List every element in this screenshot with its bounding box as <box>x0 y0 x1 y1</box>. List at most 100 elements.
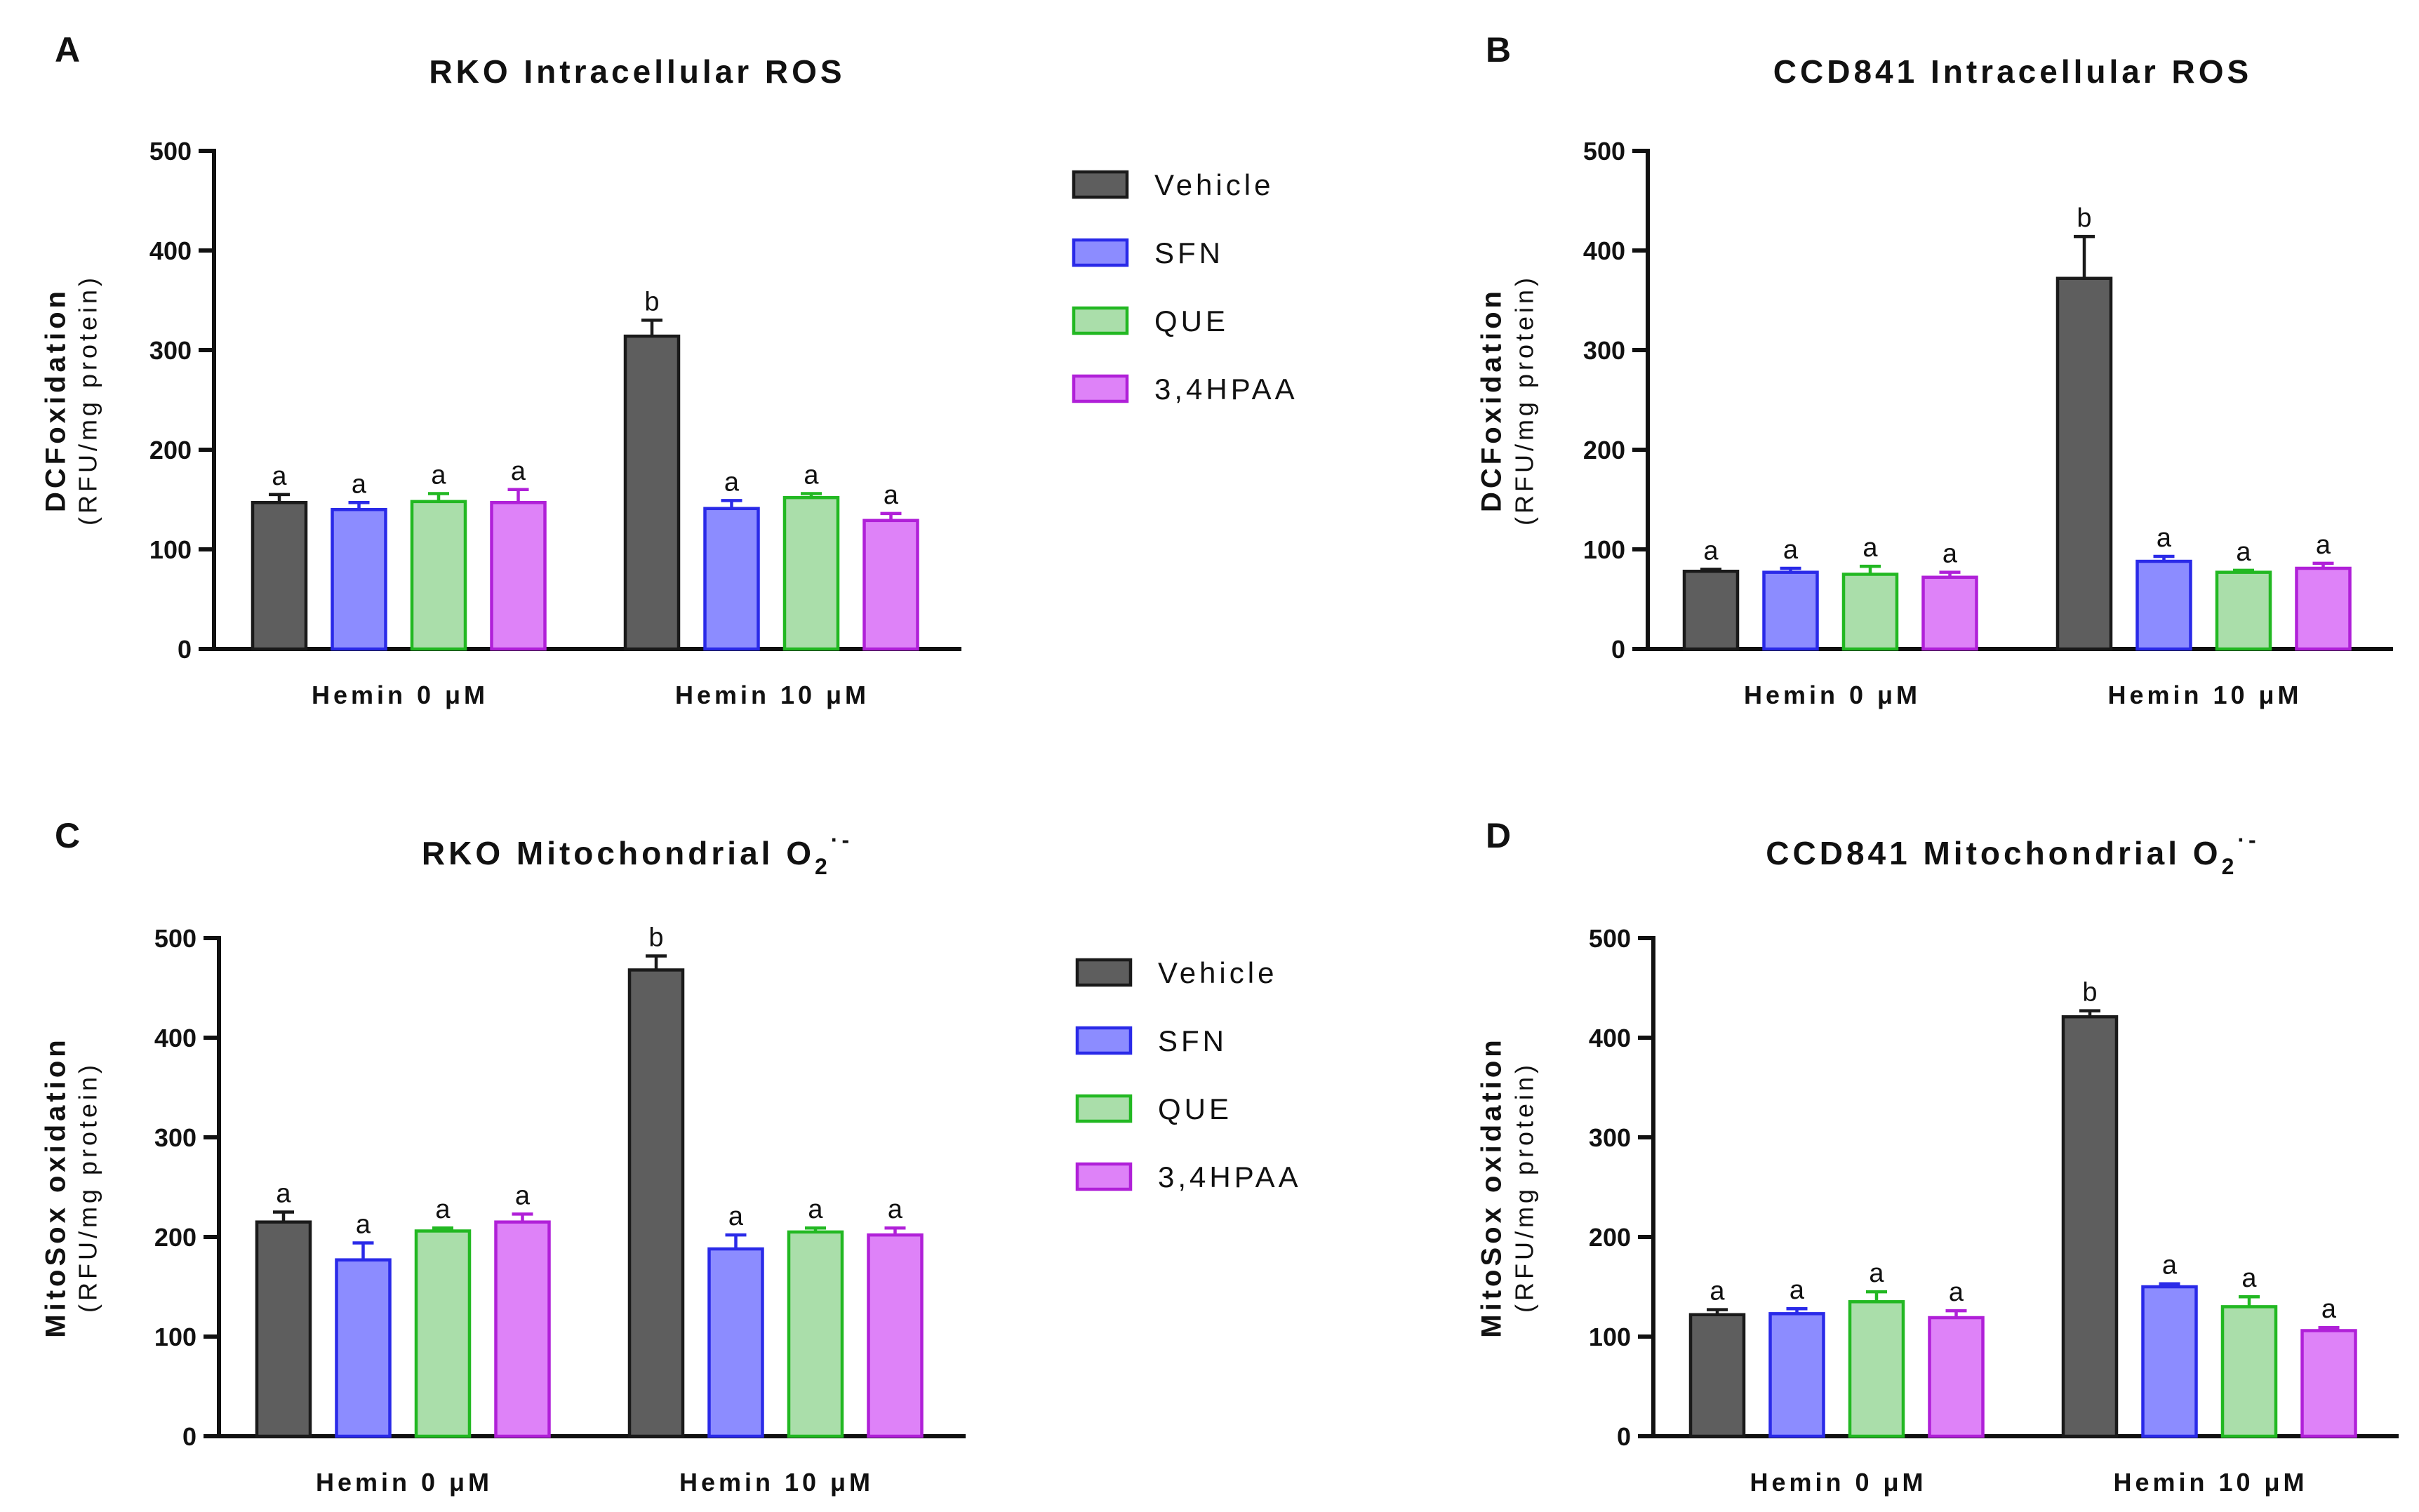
y-axis-unit-label: (RFU/mg protein) <box>74 1062 102 1313</box>
legend-label: Vehicle <box>1154 168 1274 201</box>
bar-34hpaa-2 <box>2300 1329 2357 1438</box>
y-tick-label: 100 <box>149 535 192 564</box>
bar-sfn-1 <box>1762 570 1819 651</box>
x-category-label: Hemin 10 μM <box>2113 1468 2307 1497</box>
y-tick-label: 300 <box>1583 336 1625 365</box>
significance-label: a <box>728 1202 744 1231</box>
bar-que-2 <box>2215 570 2272 651</box>
significance-label: a <box>888 1195 903 1224</box>
x-category-label: Hemin 10 μM <box>2107 681 2302 709</box>
legend-1: Vehicle SFN QUE 3,4HPAA <box>1072 168 1298 406</box>
y-axis-unit-label: (RFU/mg protein) <box>1510 274 1539 526</box>
significance-label: a <box>1783 535 1799 565</box>
chart-panel-d: D CCD841 Mitochondrial O2·- MitoSox oxidat… <box>1477 816 2399 1497</box>
legend-swatch <box>1075 1094 1133 1123</box>
bar-vehicle-1 <box>251 501 308 651</box>
bar-34hpaa-2 <box>862 519 919 651</box>
significance-label: a <box>2316 530 2331 560</box>
significance-label: a <box>2321 1294 2337 1324</box>
bar-34hpaa-1 <box>494 1220 551 1438</box>
significance-label: a <box>515 1181 531 1210</box>
y-tick-label: 0 <box>1611 635 1625 664</box>
bar-que-2 <box>782 495 840 651</box>
x-category-label: Hemin 0 μM <box>1744 681 1921 709</box>
legend-swatch <box>1075 1162 1133 1191</box>
significance-label: a <box>1703 536 1719 566</box>
significance-label: a <box>435 1195 451 1224</box>
significance-label: b <box>2077 203 2091 233</box>
title-subscript: 2 <box>2222 854 2238 879</box>
title-subscript: 2 <box>815 854 831 879</box>
y-axis-label: DCFoxidation <box>1477 288 1507 512</box>
bar-vehicle-2 <box>2061 1015 2119 1438</box>
bar-vehicle-2 <box>627 968 685 1438</box>
y-tick-label: 500 <box>1583 137 1625 166</box>
chart-title: RKO Intracellular ROS <box>429 53 845 90</box>
bar-34hpaa-1 <box>490 501 547 651</box>
bar-vehicle-1 <box>255 1220 312 1438</box>
significance-label: a <box>804 460 819 490</box>
bar-sfn-1 <box>1768 1312 1825 1438</box>
title-superscript: ·- <box>831 827 853 852</box>
significance-label: b <box>2082 978 2097 1008</box>
x-category-label: Hemin 10 μM <box>679 1468 874 1497</box>
y-tick-label: 200 <box>1589 1223 1631 1252</box>
bar-sfn-2 <box>707 1247 764 1438</box>
significance-label: a <box>1942 540 1958 569</box>
y-tick-label: 100 <box>1583 535 1625 564</box>
significance-label: a <box>511 457 526 486</box>
y-tick-label: 100 <box>154 1323 196 1351</box>
significance-label: a <box>431 460 446 490</box>
legend-label: QUE <box>1154 305 1229 337</box>
y-tick-label: 0 <box>1617 1422 1631 1451</box>
significance-label: a <box>2162 1251 2178 1280</box>
y-tick-label: 500 <box>149 137 192 166</box>
y-axis-unit-label: (RFU/mg protein) <box>74 274 102 526</box>
y-tick-label: 400 <box>1589 1024 1631 1052</box>
bar-sfn-2 <box>2141 1285 2198 1438</box>
significance-label: b <box>644 287 659 316</box>
legend-swatch <box>1072 374 1129 403</box>
legend-swatch <box>1075 958 1133 987</box>
legend-swatch <box>1072 306 1129 335</box>
legend-swatch <box>1075 1026 1133 1055</box>
chart-title: RKO Mitochondrial O2·- <box>422 827 853 879</box>
legend-label: 3,4HPAA <box>1158 1160 1302 1193</box>
chart-panel-b: B CCD841 Intracellular ROS DCFoxidation (RF… <box>1477 30 2393 709</box>
panel-letter: B <box>1486 30 1511 69</box>
chart-panel-a: A RKO Intracellular ROS DCFoxidation (RFU/m… <box>41 30 961 709</box>
panel-letter: C <box>55 816 80 855</box>
bar-34hpaa-2 <box>2295 566 2352 651</box>
y-axis-label: MitoSox oxidation <box>1477 1036 1507 1337</box>
legend-label: 3,4HPAA <box>1154 373 1298 406</box>
significance-label: a <box>2241 1264 2257 1293</box>
title-superscript: ·- <box>2237 827 2259 852</box>
y-axis-label: MitoSox oxidation <box>41 1036 72 1337</box>
significance-label: a <box>2236 537 2251 567</box>
significance-label: a <box>1949 1278 1964 1307</box>
y-tick-label: 200 <box>149 436 192 464</box>
bar-34hpaa-1 <box>1921 575 1978 651</box>
legend-label: SFN <box>1158 1024 1227 1057</box>
bar-34hpaa-1 <box>1928 1316 1985 1438</box>
y-tick-label: 100 <box>1589 1323 1631 1351</box>
bar-que-1 <box>414 1229 472 1438</box>
y-tick-label: 300 <box>1589 1123 1631 1152</box>
x-category-label: Hemin 0 μM <box>316 1468 493 1497</box>
significance-label: a <box>2157 523 2172 553</box>
significance-label: a <box>1710 1277 1725 1306</box>
y-tick-label: 300 <box>154 1123 196 1152</box>
y-tick-label: 500 <box>154 924 196 953</box>
y-tick-label: 200 <box>1583 436 1625 464</box>
chart-title: CCD841 Mitochondrial O2·- <box>1766 827 2259 879</box>
y-axis-label: DCFoxidation <box>41 288 72 512</box>
bar-que-2 <box>2220 1305 2278 1438</box>
significance-label: a <box>352 469 367 499</box>
bar-sfn-2 <box>703 507 760 651</box>
y-tick-label: 200 <box>154 1223 196 1252</box>
panel-letter: A <box>55 30 80 69</box>
bar-vehicle-1 <box>1688 1313 1746 1438</box>
panel-letter: D <box>1486 816 1511 855</box>
bar-que-1 <box>1848 1300 1905 1438</box>
